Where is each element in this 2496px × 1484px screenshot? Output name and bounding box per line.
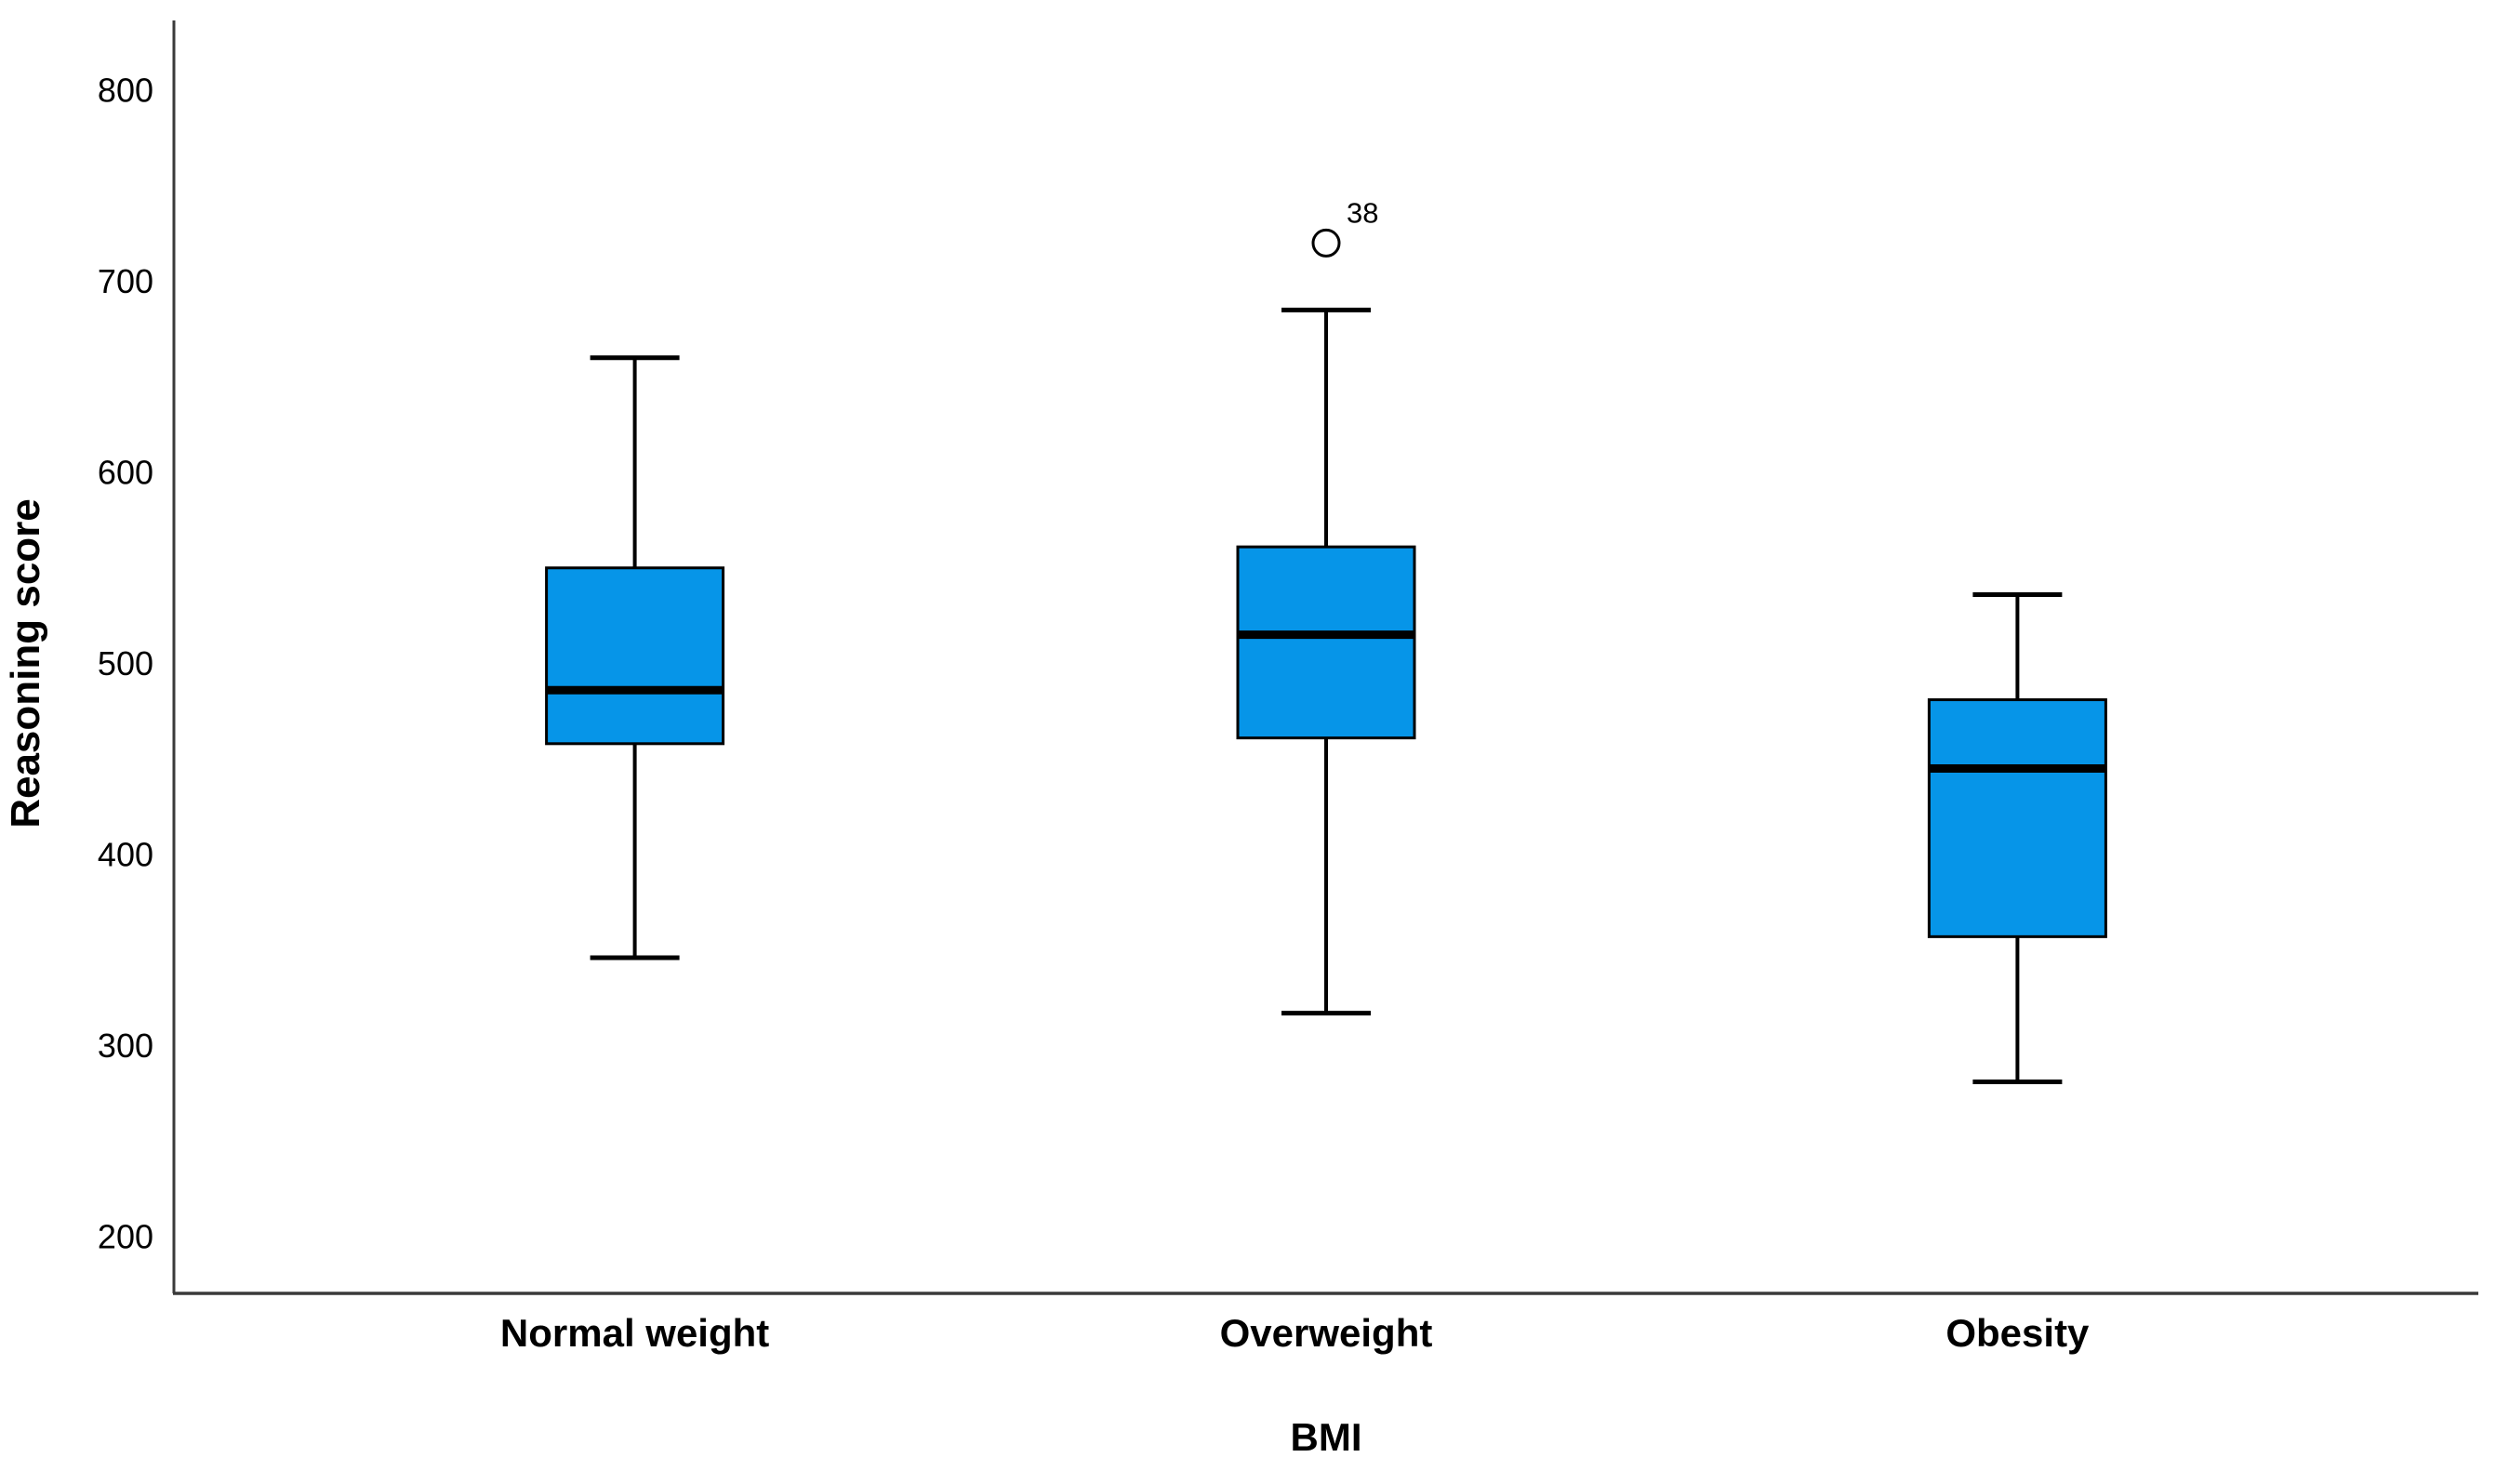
- outlier-marker: [1311, 228, 1341, 258]
- y-tick-label: 700: [98, 262, 153, 300]
- y-tick-label: 800: [98, 72, 153, 110]
- y-tick-label: 300: [98, 1027, 153, 1065]
- outlier-label: 38: [1347, 196, 1378, 229]
- iqr-box: [545, 566, 725, 746]
- y-tick-label: 600: [98, 454, 153, 492]
- x-category-label: Normal weight: [500, 1311, 769, 1355]
- x-axis-title: BMI: [1291, 1415, 1362, 1459]
- y-axis-title: Reasoning score: [3, 498, 48, 828]
- box-group-obesity: [1927, 592, 2107, 1085]
- y-tick-label: 500: [98, 644, 153, 682]
- iqr-box: [1236, 545, 1416, 740]
- x-category-label: Obesity: [1945, 1311, 2090, 1355]
- iqr-box: [1927, 698, 2107, 938]
- box-group-overweight: 38: [1236, 196, 1416, 1016]
- box-group-normal-weight: [545, 355, 725, 961]
- y-tick-label: 400: [98, 836, 153, 874]
- x-category-label: Overweight: [1220, 1311, 1433, 1355]
- y-tick-label: 200: [98, 1218, 153, 1256]
